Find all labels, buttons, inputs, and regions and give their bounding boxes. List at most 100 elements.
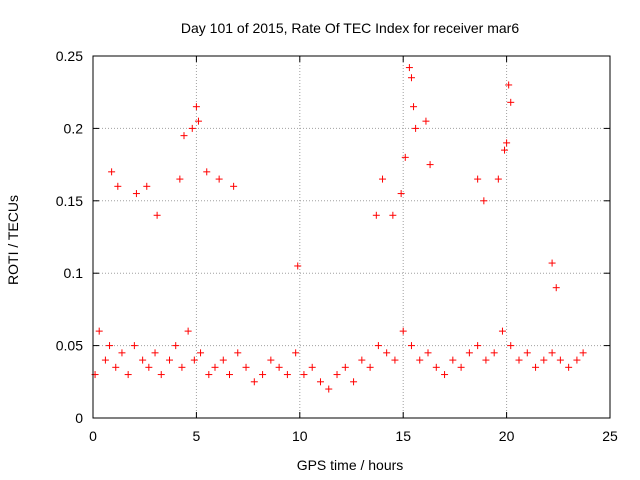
x-tick-label: 20: [499, 428, 515, 444]
data-point: [407, 342, 415, 350]
data-point: [548, 259, 556, 267]
data-point: [157, 371, 165, 379]
data-point: [405, 64, 413, 72]
data-point: [194, 117, 202, 125]
data-point: [176, 175, 184, 183]
data-point: [190, 356, 198, 364]
data-point: [153, 211, 161, 219]
data-point: [507, 342, 515, 350]
y-tick-label: 0.05: [56, 338, 83, 354]
data-point: [416, 356, 424, 364]
data-point: [95, 327, 103, 335]
data-point: [465, 349, 473, 357]
data-point: [106, 342, 114, 350]
data-point: [374, 342, 382, 350]
data-point: [480, 197, 488, 205]
data-point: [180, 132, 188, 140]
data-point: [383, 349, 391, 357]
x-tick-label: 15: [395, 428, 411, 444]
data-point: [124, 371, 132, 379]
data-point: [143, 182, 151, 190]
data-point: [325, 385, 333, 393]
data-point: [474, 342, 482, 350]
data-point: [449, 356, 457, 364]
data-point: [379, 175, 387, 183]
data-point: [139, 356, 147, 364]
data-point: [441, 371, 449, 379]
data-point: [366, 363, 374, 371]
plot-frame: [92, 55, 611, 419]
data-point: [250, 378, 258, 386]
y-tick-label: 0.25: [56, 48, 83, 64]
data-point: [358, 356, 366, 364]
data-point: [333, 371, 341, 379]
data-point: [211, 363, 219, 371]
data-point: [230, 182, 238, 190]
data-point: [410, 103, 418, 111]
data-point: [422, 117, 430, 125]
axes: 0 5 10 15 20 25 0 0.05 0.1 0.15 0.2 0.25: [56, 48, 618, 444]
data-point: [424, 349, 432, 357]
data-point: [259, 371, 267, 379]
data-point: [112, 363, 120, 371]
data-point: [412, 124, 420, 132]
chart-title: Day 101 of 2015, Rate Of TEC Index for r…: [181, 20, 519, 36]
data-point: [391, 356, 399, 364]
x-tick-label: 10: [292, 428, 308, 444]
y-tick-label: 0.2: [64, 120, 84, 136]
data-point: [166, 356, 174, 364]
data-points: [91, 64, 587, 393]
data-point: [275, 363, 283, 371]
data-point: [457, 363, 465, 371]
data-point: [283, 371, 291, 379]
data-point: [145, 363, 153, 371]
data-point: [172, 342, 180, 350]
data-point: [556, 356, 564, 364]
data-point: [552, 284, 560, 292]
x-tick-label: 5: [193, 428, 201, 444]
data-point: [426, 161, 434, 169]
data-point: [151, 349, 159, 357]
x-tick-label: 0: [89, 428, 97, 444]
data-point: [197, 349, 205, 357]
data-point: [350, 378, 358, 386]
data-point: [341, 363, 349, 371]
y-tick-label: 0.1: [64, 265, 84, 281]
data-point: [267, 356, 275, 364]
data-point: [482, 356, 490, 364]
data-point: [503, 139, 511, 147]
data-point: [432, 363, 440, 371]
data-point: [188, 124, 196, 132]
data-point: [178, 363, 186, 371]
data-point: [505, 81, 513, 89]
data-point: [498, 327, 506, 335]
data-point: [184, 327, 192, 335]
data-point: [108, 168, 116, 176]
data-point: [397, 190, 405, 198]
y-axis-label: ROTI / TECUs: [5, 195, 21, 285]
data-point: [490, 349, 498, 357]
data-point: [215, 175, 223, 183]
data-point: [316, 378, 324, 386]
data-point: [389, 211, 397, 219]
data-point: [507, 98, 515, 106]
data-point: [540, 356, 548, 364]
data-point: [101, 356, 109, 364]
data-point: [192, 103, 200, 111]
data-point: [515, 356, 523, 364]
data-point: [401, 153, 409, 161]
data-point: [308, 363, 316, 371]
data-point: [118, 349, 126, 357]
data-point: [399, 327, 407, 335]
data-point: [474, 175, 482, 183]
data-point: [294, 262, 302, 270]
data-point: [565, 363, 573, 371]
data-point: [407, 74, 415, 82]
data-point: [132, 190, 140, 198]
data-point: [242, 363, 250, 371]
data-point: [292, 349, 300, 357]
data-point: [219, 356, 227, 364]
data-point: [130, 342, 138, 350]
x-axis-label: GPS time / hours: [297, 457, 404, 473]
